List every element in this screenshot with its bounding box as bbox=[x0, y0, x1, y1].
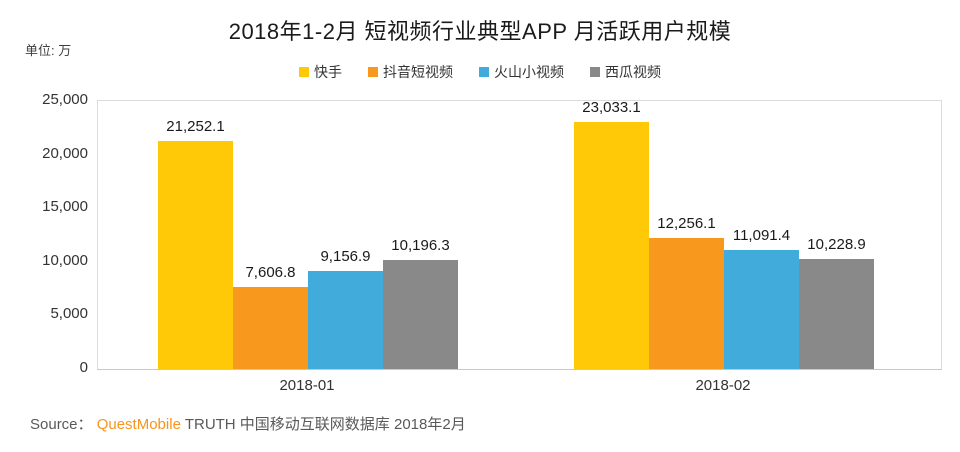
y-axis-tick-label: 20,000 bbox=[42, 144, 88, 162]
legend-swatch bbox=[299, 67, 309, 77]
bar-西瓜视频-2018-01 bbox=[383, 260, 458, 369]
bar-value-label: 23,033.1 bbox=[582, 99, 641, 116]
x-axis-category-label: 2018-02 bbox=[695, 377, 751, 394]
legend-label: 西瓜视频 bbox=[605, 64, 661, 80]
y-axis-tick-label: 10,000 bbox=[42, 251, 88, 269]
bar-value-label: 10,228.9 bbox=[807, 236, 866, 253]
bar-value-label: 7,606.8 bbox=[245, 264, 296, 281]
y-axis: 0 5,000 10,000 15,000 20,000 25,000 bbox=[0, 0, 88, 452]
bar-value-label: 12,256.1 bbox=[657, 215, 716, 232]
y-axis-tick-label: 25,000 bbox=[42, 91, 88, 108]
bar-火山小视频-2018-02 bbox=[724, 250, 799, 369]
source-suffix: TRUTH 中国移动互联网数据库 2018年2月 bbox=[180, 416, 466, 433]
unit-label: 单位: 万 bbox=[25, 43, 72, 58]
bar-快手-2018-02 bbox=[574, 122, 649, 369]
legend-swatch bbox=[368, 67, 378, 77]
bar-value-label: 21,252.1 bbox=[166, 118, 225, 135]
legend-item-0: 快手 bbox=[299, 62, 342, 82]
bar-value-label: 9,156.9 bbox=[320, 248, 371, 265]
bar-火山小视频-2018-01 bbox=[308, 271, 383, 369]
x-axis-category-label: 2018-01 bbox=[279, 377, 335, 394]
legend-swatch bbox=[590, 67, 600, 77]
legend-item-3: 西瓜视频 bbox=[590, 62, 661, 82]
y-axis-tick-label: 5,000 bbox=[50, 305, 88, 323]
bar-value-label: 11,091.4 bbox=[732, 227, 791, 244]
legend-label: 快手 bbox=[314, 64, 342, 80]
legend-label: 火山小视频 bbox=[494, 64, 564, 80]
bar-抖音短视频-2018-02 bbox=[649, 238, 724, 369]
source-prefix: Source： bbox=[30, 416, 97, 433]
legend: 快手 抖音短视频 火山小视频 西瓜视频 bbox=[0, 62, 960, 82]
bar-value-label: 10,196.3 bbox=[391, 237, 450, 254]
legend-item-1: 抖音短视频 bbox=[368, 62, 453, 82]
bar-抖音短视频-2018-01 bbox=[233, 287, 308, 369]
y-axis-tick-label: 0 bbox=[79, 359, 88, 376]
legend-swatch bbox=[479, 67, 489, 77]
legend-item-2: 火山小视频 bbox=[479, 62, 564, 82]
chart-title: 2018年1-2月 短视频行业典型APP 月活跃用户规模 bbox=[228, 19, 732, 44]
legend-label: 抖音短视频 bbox=[383, 64, 453, 80]
y-axis-tick-label: 15,000 bbox=[42, 198, 88, 216]
bar-快手-2018-01 bbox=[158, 141, 233, 369]
plot-area: 21,252.1 7,606.8 9,156.9 10,196.3 23,033.1 12… bbox=[97, 99, 942, 370]
source-brand: QuestMobile bbox=[96, 416, 181, 433]
source-line: Source： QuestMobile TRUTH 中国移动互联网数据库 201… bbox=[30, 413, 466, 434]
bar-西瓜视频-2018-02 bbox=[799, 259, 874, 369]
